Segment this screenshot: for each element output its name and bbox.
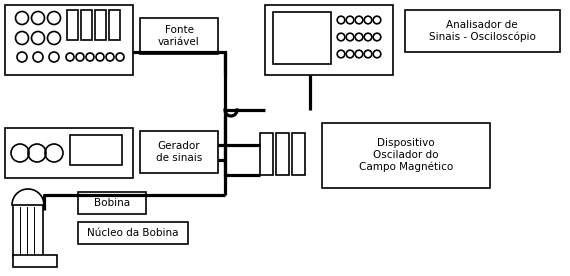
Bar — [70, 135, 122, 165]
Text: Fonte
variável: Fonte variável — [158, 25, 200, 47]
Bar — [405, 10, 560, 52]
Bar — [67, 10, 78, 40]
Bar — [265, 5, 393, 75]
Bar — [13, 205, 43, 257]
Bar — [276, 133, 289, 175]
Bar — [95, 10, 106, 40]
Text: Bobina: Bobina — [94, 198, 130, 208]
Bar — [292, 133, 305, 175]
Bar — [5, 5, 133, 75]
Text: Dispositivo
Oscilador do
Campo Magnético: Dispositivo Oscilador do Campo Magnético — [359, 138, 453, 172]
Bar — [273, 12, 331, 64]
Bar — [140, 18, 218, 54]
Bar — [322, 123, 490, 188]
Bar — [78, 222, 188, 244]
Text: Gerador
de sinais: Gerador de sinais — [156, 141, 202, 163]
Text: Analisador de
Sinais - Osciloscópio: Analisador de Sinais - Osciloscópio — [429, 20, 535, 42]
Bar — [260, 133, 273, 175]
Text: Núcleo da Bobina: Núcleo da Bobina — [87, 228, 179, 238]
Bar — [5, 128, 133, 178]
Bar — [140, 131, 218, 173]
Bar — [109, 10, 120, 40]
Bar — [13, 255, 57, 267]
Bar — [81, 10, 92, 40]
Bar — [78, 192, 146, 214]
